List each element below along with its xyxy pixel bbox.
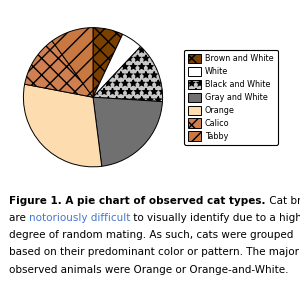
Wedge shape [93, 34, 141, 97]
Text: to visually identify due to a high: to visually identify due to a high [130, 213, 300, 223]
Wedge shape [23, 84, 102, 167]
Wedge shape [25, 41, 93, 97]
Wedge shape [52, 28, 93, 97]
Legend: Brown and White, White, Black and White, Gray and White, Orange, Calico, Tabby: Brown and White, White, Black and White,… [184, 50, 278, 145]
Wedge shape [93, 97, 163, 166]
Text: degree of random mating. As such, cats were grouped: degree of random mating. As such, cats w… [9, 230, 293, 240]
Text: are: are [9, 213, 29, 223]
Text: notoriously difficult: notoriously difficult [29, 213, 130, 223]
Wedge shape [93, 28, 123, 97]
Text: Cat breeds: Cat breeds [266, 196, 300, 206]
Text: observed animals were Orange or Orange-and-White.: observed animals were Orange or Orange-a… [9, 265, 289, 275]
Wedge shape [93, 47, 163, 102]
Text: Figure 1. A pie chart of observed cat types.: Figure 1. A pie chart of observed cat ty… [9, 196, 266, 206]
Text: based on their predominant color or pattern. The majority of: based on their predominant color or patt… [9, 247, 300, 257]
